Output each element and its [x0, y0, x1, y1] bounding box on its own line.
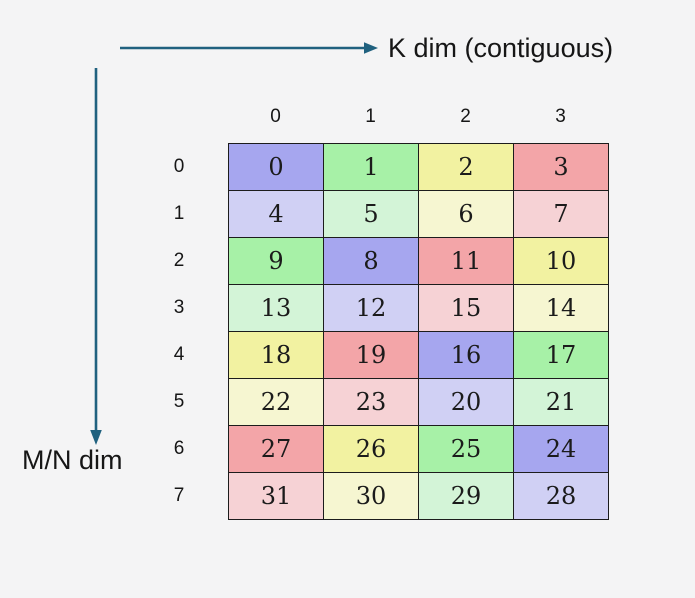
grid-row: 22 23 20 21 [228, 378, 609, 426]
k-dim-label: K dim (contiguous) [388, 33, 614, 63]
grid-cell: 22 [228, 378, 324, 426]
row-header: 3 [173, 296, 185, 318]
row-header: 2 [173, 249, 185, 271]
column-header: 3 [555, 106, 566, 127]
grid-cell: 26 [323, 425, 419, 473]
mn-dim-label: M/N dim [22, 445, 123, 475]
grid-cell: 31 [228, 472, 324, 520]
grid-cell: 19 [323, 331, 419, 379]
row-header: 0 [173, 155, 185, 177]
k-dim-arrow-icon [120, 42, 378, 54]
grid-cell: 4 [228, 190, 324, 238]
column-header: 1 [365, 106, 376, 127]
grid-cell: 9 [228, 237, 324, 285]
column-headers: 0 1 2 3 [228, 106, 608, 128]
grid-cell: 16 [418, 331, 514, 379]
grid-cell: 5 [323, 190, 419, 238]
grid-cell: 24 [513, 425, 609, 473]
grid-cell: 6 [418, 190, 514, 238]
grid-body: 0 1 2 3 4 5 6 7 9 8 11 10 13 12 15 14 18 19 16 17 22 23 20 21 27… [228, 143, 609, 520]
grid-row: 27 26 25 24 [228, 425, 609, 473]
row-header: 7 [173, 484, 185, 506]
grid-row: 31 30 29 28 [228, 472, 609, 520]
grid-cell: 21 [513, 378, 609, 426]
grid-row: 13 12 15 14 [228, 284, 609, 332]
grid-cell: 25 [418, 425, 514, 473]
grid-cell: 18 [228, 331, 324, 379]
grid-cell: 11 [418, 237, 514, 285]
column-header: 2 [460, 106, 471, 127]
row-header: 1 [173, 202, 185, 224]
row-header: 5 [173, 390, 185, 412]
mn-dim-arrow-icon [90, 68, 102, 445]
grid-cell: 2 [418, 143, 514, 191]
row-headers: 0 1 2 3 4 5 6 7 [156, 143, 202, 519]
column-header: 0 [270, 106, 281, 127]
row-header: 4 [173, 343, 185, 365]
grid-cell: 15 [418, 284, 514, 332]
grid-table: 0 1 2 3 4 5 6 7 9 8 11 10 13 12 15 14 18 19 16 17 22 23 20 21 27… [228, 143, 609, 520]
grid-cell: 12 [323, 284, 419, 332]
grid-cell: 3 [513, 143, 609, 191]
grid-row: 18 19 16 17 [228, 331, 609, 379]
grid-cell: 7 [513, 190, 609, 238]
grid-cell: 1 [323, 143, 419, 191]
grid-cell: 13 [228, 284, 324, 332]
grid-cell: 8 [323, 237, 419, 285]
grid-cell: 23 [323, 378, 419, 426]
grid-cell: 10 [513, 237, 609, 285]
grid-cell: 0 [228, 143, 324, 191]
grid-cell: 14 [513, 284, 609, 332]
grid-cell: 27 [228, 425, 324, 473]
grid-row: 9 8 11 10 [228, 237, 609, 285]
grid-cell: 30 [323, 472, 419, 520]
grid-cell: 29 [418, 472, 514, 520]
grid-cell: 20 [418, 378, 514, 426]
row-header: 6 [173, 437, 185, 459]
grid-cell: 17 [513, 331, 609, 379]
grid-cell: 28 [513, 472, 609, 520]
